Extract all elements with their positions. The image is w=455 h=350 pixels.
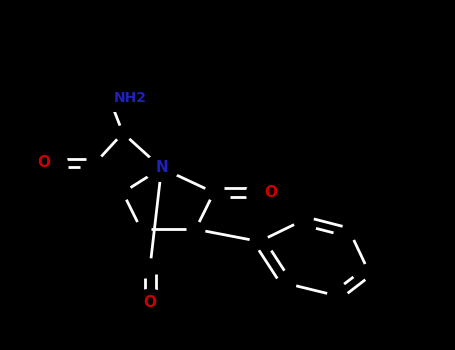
Text: N: N	[155, 161, 168, 175]
Circle shape	[96, 85, 131, 111]
Text: O: O	[264, 185, 277, 200]
Text: O: O	[144, 295, 157, 310]
Text: NH2: NH2	[114, 91, 147, 105]
Circle shape	[247, 179, 281, 206]
Circle shape	[133, 289, 167, 316]
Circle shape	[144, 155, 179, 181]
Text: O: O	[37, 155, 50, 170]
Circle shape	[33, 149, 67, 176]
